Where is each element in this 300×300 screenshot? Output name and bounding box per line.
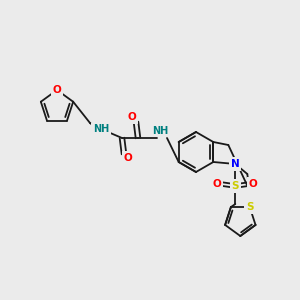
Text: NH: NH <box>93 124 109 134</box>
Text: O: O <box>124 153 132 163</box>
Text: O: O <box>213 179 222 189</box>
Text: O: O <box>249 179 258 189</box>
Text: S: S <box>232 181 239 191</box>
Text: O: O <box>52 85 62 95</box>
Text: S: S <box>246 202 253 212</box>
Text: N: N <box>231 159 240 169</box>
Text: O: O <box>128 112 136 122</box>
Text: NH: NH <box>152 126 168 136</box>
